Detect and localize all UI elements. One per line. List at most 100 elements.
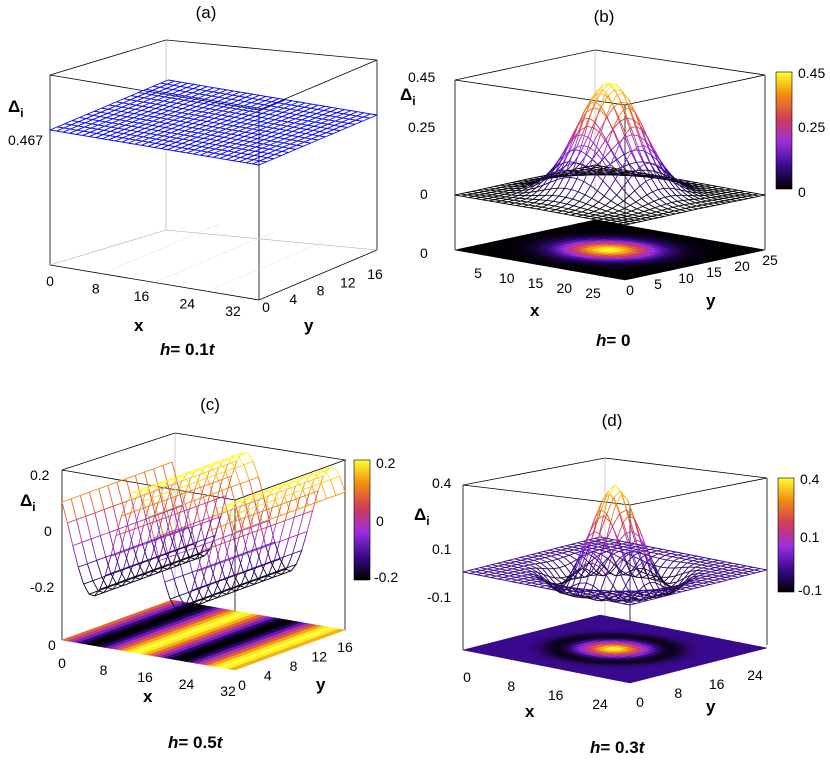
panel-c-surface-mesh-y: [162, 563, 172, 568]
panel-a-surface-mesh-y: [83, 127, 92, 132]
panel-c-surface-mesh-x: [265, 502, 273, 519]
panel-a-surface-mesh-x: [163, 100, 171, 103]
panel-a-surface-mesh-y: [279, 125, 288, 130]
panel-c-surface-mesh-x: [98, 488, 105, 510]
panel-a-surface-mesh-y: [172, 120, 181, 125]
panel-c-surface-mesh-y: [212, 489, 222, 495]
panel-c-surface-mesh-y: [182, 555, 192, 560]
panel-a-surface-mesh-x: [228, 115, 235, 118]
panel-b-surface-mesh-y: [586, 154, 593, 160]
panel-c-surface-mesh-y: [172, 527, 182, 532]
panel-a-surface-mesh-x: [269, 109, 277, 112]
panel-b-surface-mesh-y: [703, 206, 710, 209]
panel-c-surface-mesh-x: [187, 526, 194, 546]
panel-b-surface-mesh-y: [710, 196, 717, 199]
panel-a-surface-mesh-x: [129, 103, 137, 106]
panel-a-surface-mesh-x: [262, 112, 270, 115]
panel-a-surface-mesh-x: [171, 97, 178, 100]
panel-c-surface-mesh-x: [221, 592, 227, 595]
panel-a-surface-mesh-x: [259, 125, 267, 128]
panel-c-surface-mesh-y: [171, 560, 181, 565]
panel-b-surface-mesh-y: [514, 200, 521, 204]
panel-b-surface-mesh-x: [627, 103, 635, 111]
panel-c-surface-mesh-x: [185, 590, 193, 605]
panel-a-surface-mesh-x: [181, 112, 189, 115]
panel-b-surface-mesh-y: [553, 176, 560, 179]
panel-b-surface-mesh-y: [746, 194, 753, 197]
panel-c-surface-mesh-y: [213, 512, 223, 517]
panel-b-surface-mesh-y: [626, 214, 633, 217]
panel-b-surface-mesh-y: [503, 189, 510, 193]
panel-a-surface-mesh-y: [213, 118, 222, 123]
panel-c-surface-mesh-y: [202, 546, 212, 552]
panel-c-surface-mesh-x: [240, 497, 247, 507]
panel-b-y-tick-label: 0: [626, 282, 634, 298]
panel-b-surface-mesh-y: [753, 195, 760, 198]
panel-a-surface-mesh-y: [308, 113, 317, 118]
panel-a-surface-mesh-y: [200, 151, 208, 156]
panel-c-surface-mesh-y: [191, 552, 201, 557]
panel-a-surface-mesh-y: [240, 119, 249, 124]
panel-b-surface-mesh-x: [657, 189, 666, 198]
panel-b-surface-mesh-y: [604, 219, 611, 222]
panel-a-surface-mesh-x: [167, 114, 175, 117]
panel-a-surface-mesh-y: [206, 152, 215, 157]
panel-b-surface-mesh-y: [555, 206, 562, 211]
panel-a-surface-mesh-x: [94, 110, 101, 113]
panel-a-surface-mesh-y: [267, 119, 275, 124]
panel-c-surface-mesh-x: [81, 542, 88, 564]
panel-b-surface-mesh-y: [569, 149, 576, 152]
panel-b-surface-mesh-x: [506, 198, 514, 201]
panel-b-surface-mesh-y: [635, 162, 643, 171]
panel-b-surface-mesh-x: [549, 179, 557, 183]
panel-b-surface-mesh-y: [524, 181, 531, 185]
panel-a-surface-mesh-x: [216, 140, 224, 143]
panel-c-surface-mesh-x: [144, 485, 151, 495]
panel-c-surface-mesh-y: [205, 534, 216, 540]
panel-c-surface-mesh-y: [145, 515, 156, 520]
panel-a-surface-mesh-y: [166, 80, 175, 85]
panel-a-surface-mesh-x: [133, 117, 141, 120]
panel-c-surface-mesh-y: [197, 585, 207, 590]
panel-b-surface-mesh-y: [556, 210, 563, 214]
panel-a-surface-mesh-x: [220, 118, 228, 121]
panel-a-surface-mesh-x: [212, 91, 220, 94]
panel-b-surface-mesh-y: [603, 168, 610, 173]
panel-b-surface-mesh-y: [603, 217, 610, 220]
panel-b-surface-mesh-y: [616, 188, 623, 196]
panel-b-surface-mesh-x: [663, 188, 671, 197]
panel-a-surface-mesh-x: [313, 130, 320, 133]
panel-c-surface-mesh-y: [162, 530, 173, 535]
panel-a-surface-mesh-x: [193, 153, 201, 156]
panel-b-surface-mesh-x: [599, 208, 607, 212]
panel-c-surface-mesh-y: [118, 578, 128, 584]
panel-a-surface-mesh-x: [190, 100, 198, 103]
panel-c-surface-mesh-x: [266, 507, 273, 528]
panel-b-surface-mesh-y: [591, 190, 598, 199]
panel-a-surface-mesh-x: [179, 125, 186, 128]
panel-a-surface-mesh-y: [226, 121, 235, 126]
panel-c-surface-mesh-y: [326, 494, 336, 500]
panel-a-surface-mesh-y: [125, 117, 134, 122]
panel-a-surface-mesh-x: [175, 141, 183, 144]
panel-b-surface-mesh-y: [596, 215, 603, 219]
panel-a-surface-mesh-y: [94, 107, 102, 112]
panel-a-surface-mesh-y: [177, 130, 186, 135]
panel-b-surface-mesh-y: [495, 187, 502, 190]
panel-c-surface-mesh-y: [153, 534, 164, 539]
panel-b-surface-mesh-y: [706, 199, 713, 202]
panel-c-surface-mesh-y: [185, 558, 196, 564]
panel-a-surface-mesh-x: [227, 154, 234, 157]
panel-a-surface-mesh-y: [148, 108, 156, 112]
panel-a-surface-mesh-x: [331, 106, 338, 109]
panel-a-surface-mesh-x: [172, 123, 180, 126]
panel-a-surface-mesh-x: [168, 145, 176, 148]
panel-c-surface-mesh-y: [184, 602, 195, 607]
panel-a-surface-mesh-y: [160, 114, 168, 119]
panel-b-surface-mesh-y: [518, 192, 524, 196]
panel-b-surface-mesh-y: [510, 180, 517, 184]
panel-b-surface-mesh-x: [667, 179, 676, 190]
panel-b-surface-mesh-y: [617, 92, 624, 95]
panel-a-surface-mesh-y: [157, 127, 166, 132]
